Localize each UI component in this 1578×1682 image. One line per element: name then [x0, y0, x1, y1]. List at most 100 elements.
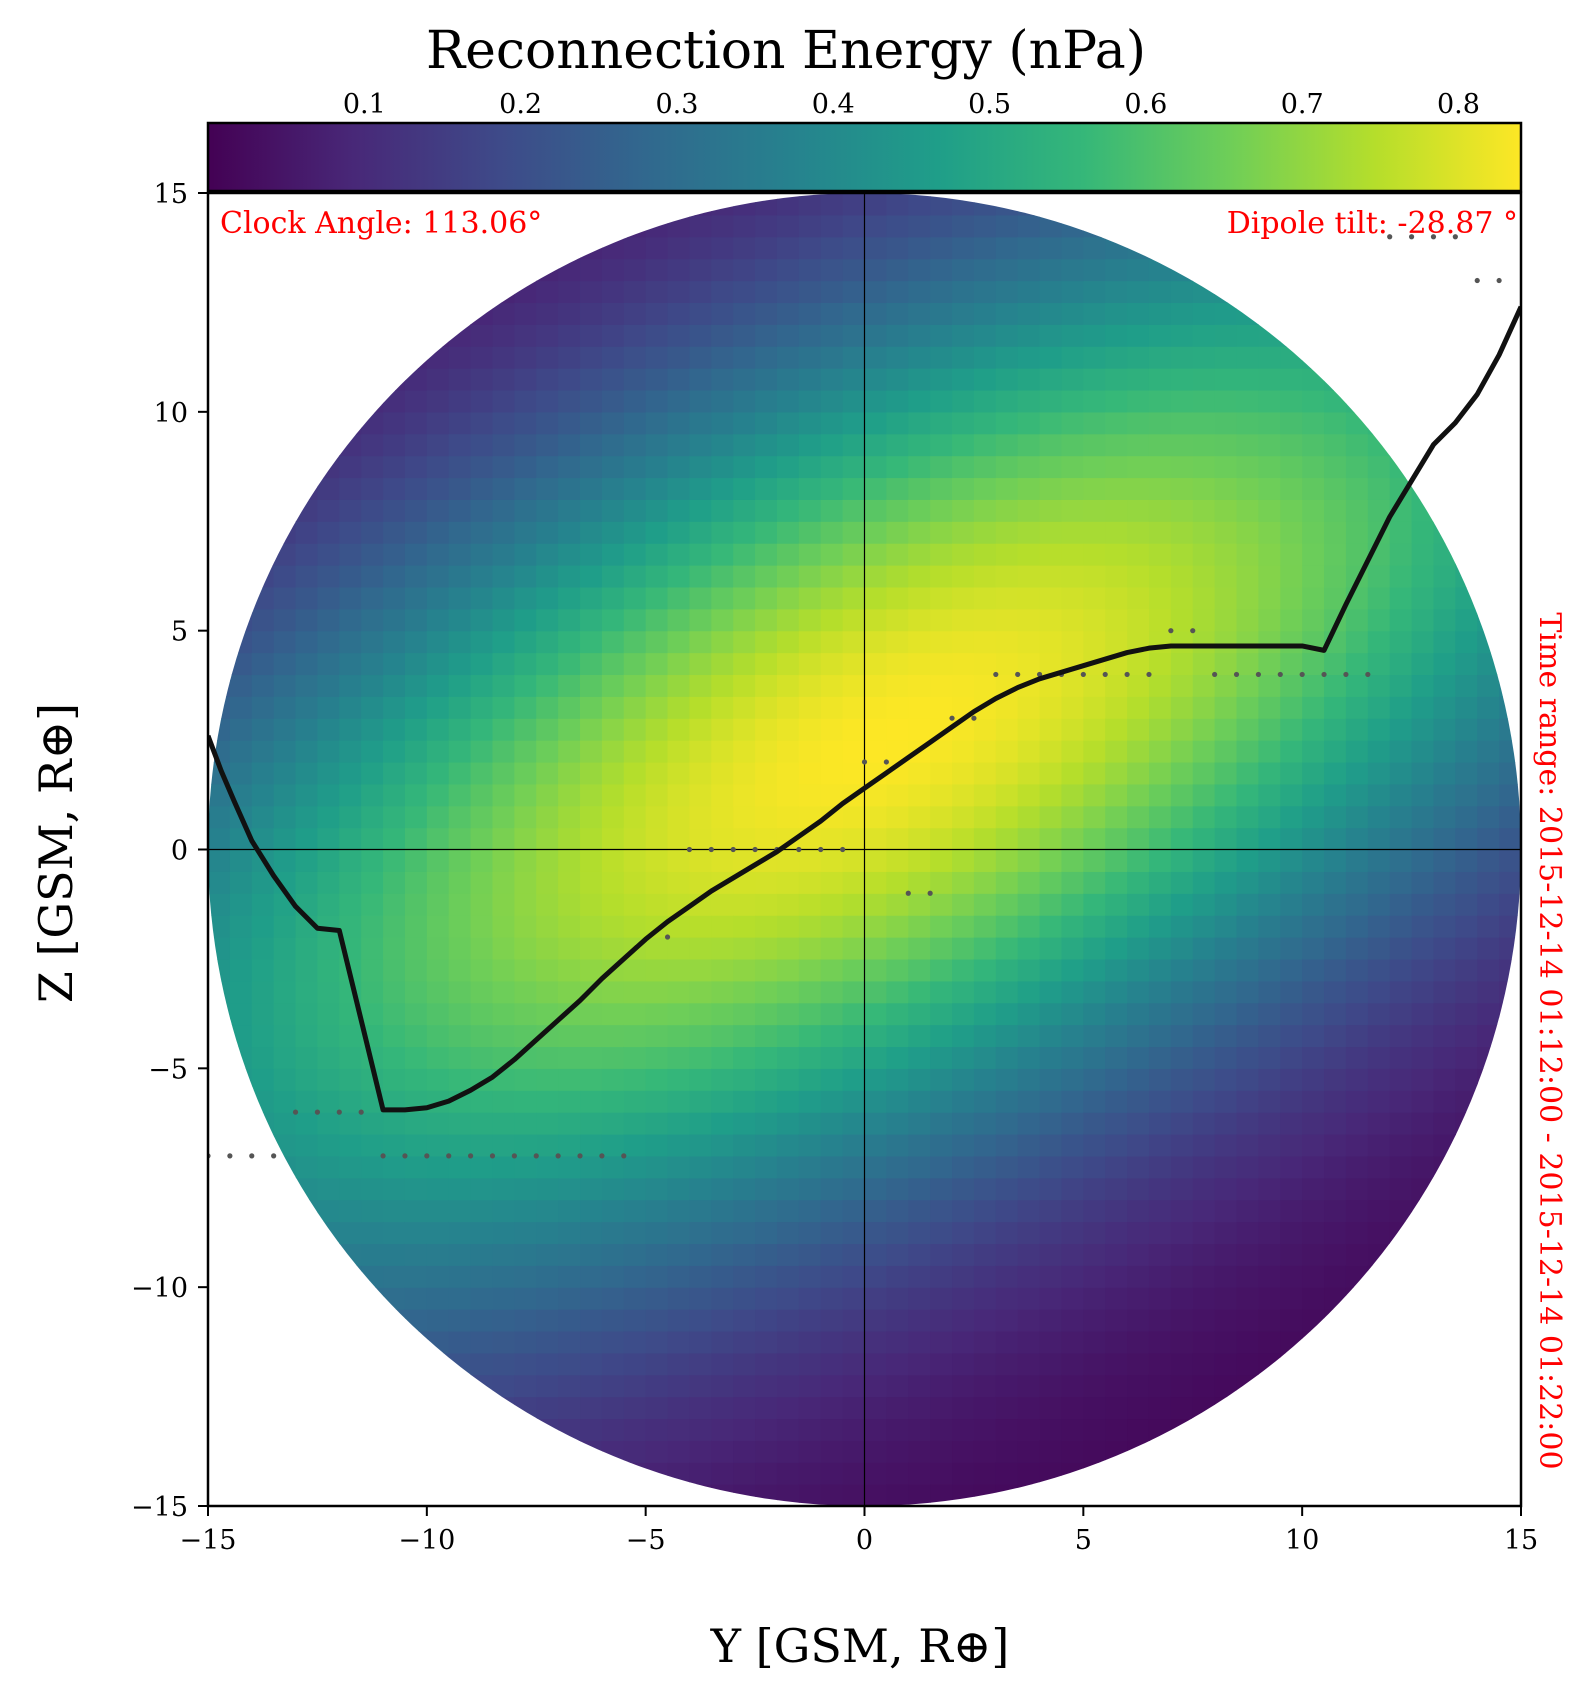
heatmap-cell	[645, 1199, 669, 1223]
heatmap-cell	[1324, 1243, 1347, 1266]
heatmap-cell	[558, 433, 581, 457]
heatmap-cell	[404, 937, 428, 960]
heatmap-cell	[1105, 915, 1128, 938]
heatmap-cell	[952, 1243, 975, 1266]
heatmap-cell	[1127, 499, 1150, 522]
heatmap-cell	[601, 1068, 625, 1091]
y-tick-label: −10	[131, 1273, 188, 1304]
heatmap-cell	[426, 805, 450, 829]
heatmap-cell	[1324, 696, 1347, 719]
heatmap-cell	[404, 761, 428, 785]
heatmap-cell	[1017, 258, 1041, 282]
heatmap-cell	[1127, 368, 1150, 391]
heatmap-cell	[448, 630, 472, 654]
heatmap-cell	[601, 1374, 625, 1398]
marker-point	[555, 1153, 561, 1159]
heatmap-cell	[383, 980, 406, 1004]
heatmap-cell	[1455, 893, 1478, 916]
heatmap-cell	[1105, 608, 1128, 632]
heatmap-cell	[645, 1046, 669, 1069]
heatmap-cell	[1214, 1330, 1238, 1354]
heatmap-cell	[361, 477, 384, 500]
heatmap-cell	[908, 1440, 931, 1463]
heatmap-cell	[1083, 674, 1106, 697]
heatmap-cell	[1389, 1177, 1413, 1201]
heatmap-cell	[930, 258, 953, 282]
heatmap-cell	[1039, 1243, 1063, 1266]
heatmap-cell	[536, 324, 559, 347]
heatmap-cell	[733, 1440, 756, 1463]
heatmap-cell	[776, 389, 800, 413]
heatmap-cell	[645, 1112, 669, 1135]
heatmap-cell	[667, 1374, 691, 1398]
heatmap-cell	[339, 696, 362, 719]
heatmap-cell	[317, 1243, 340, 1266]
heatmap-cell	[973, 302, 997, 325]
heatmap-cell	[995, 543, 1019, 566]
heatmap-cell	[536, 915, 559, 938]
heatmap-cell	[273, 696, 297, 719]
heatmap-cell	[1127, 1068, 1150, 1091]
colorbar-tick-label: 0.5	[968, 89, 1011, 120]
heatmap-cell	[317, 893, 340, 916]
heatmap-cell	[1214, 1177, 1238, 1201]
heatmap-cell	[645, 433, 669, 457]
heatmap-cell	[667, 302, 691, 325]
heatmap-cell	[1148, 937, 1172, 960]
heatmap-cell	[1083, 805, 1106, 829]
heatmap-cell	[580, 1374, 603, 1398]
heatmap-cell	[1017, 411, 1041, 435]
heatmap-cell	[1367, 499, 1391, 522]
heatmap-cell	[536, 937, 559, 960]
heatmap-cell	[536, 740, 559, 763]
heatmap-cell	[1236, 1330, 1259, 1354]
heatmap-cell	[1170, 1199, 1194, 1223]
heatmap-cell	[558, 871, 581, 894]
heatmap-cell	[623, 499, 647, 522]
heatmap-cell	[1367, 630, 1391, 654]
heatmap-cell	[973, 455, 997, 479]
heatmap-cell	[623, 433, 647, 457]
heatmap-cell	[1280, 499, 1303, 522]
heatmap-cell	[1105, 1155, 1128, 1179]
heatmap-cell	[339, 543, 362, 566]
colorbar-tick-label: 0.8	[1437, 89, 1480, 120]
heatmap-cell	[930, 696, 953, 719]
heatmap-cell	[842, 1418, 866, 1441]
heatmap-cell	[1345, 1002, 1369, 1026]
heatmap-cell	[1083, 368, 1106, 391]
heatmap-cell	[820, 346, 844, 369]
heatmap-cell	[886, 652, 909, 676]
heatmap-cell	[864, 1155, 887, 1179]
heatmap-cell	[952, 937, 975, 960]
heatmap-cell	[426, 652, 450, 676]
heatmap-cell	[930, 368, 953, 391]
heatmap-cell	[930, 1068, 953, 1091]
heatmap-cell	[1433, 521, 1456, 544]
heatmap-cell	[1411, 565, 1435, 588]
heatmap-cell	[1324, 521, 1347, 544]
heatmap-cell	[1083, 1221, 1106, 1244]
heatmap-cell	[514, 499, 537, 522]
heatmap-cell	[908, 324, 931, 347]
heatmap-cell	[689, 1418, 712, 1441]
heatmap-cell	[711, 849, 734, 872]
heatmap-cell	[995, 871, 1019, 894]
heatmap-cell	[820, 674, 844, 697]
heatmap-cell	[1236, 827, 1259, 851]
heatmap-cell	[1433, 1177, 1456, 1201]
heatmap-cell	[908, 1002, 931, 1026]
heatmap-cell	[1411, 915, 1435, 938]
heatmap-cell	[295, 1024, 319, 1048]
heatmap-cell	[492, 893, 515, 916]
heatmap-cell	[1433, 761, 1456, 785]
heatmap-cell	[908, 280, 931, 304]
heatmap-cell	[536, 1243, 559, 1266]
heatmap-cell	[448, 652, 472, 676]
heatmap-cell	[601, 915, 625, 938]
heatmap-cell	[798, 543, 822, 566]
heatmap-cell	[1083, 565, 1106, 588]
heatmap-cell	[623, 411, 647, 435]
heatmap-cell	[1039, 1330, 1063, 1354]
heatmap-cell	[1302, 1155, 1325, 1179]
